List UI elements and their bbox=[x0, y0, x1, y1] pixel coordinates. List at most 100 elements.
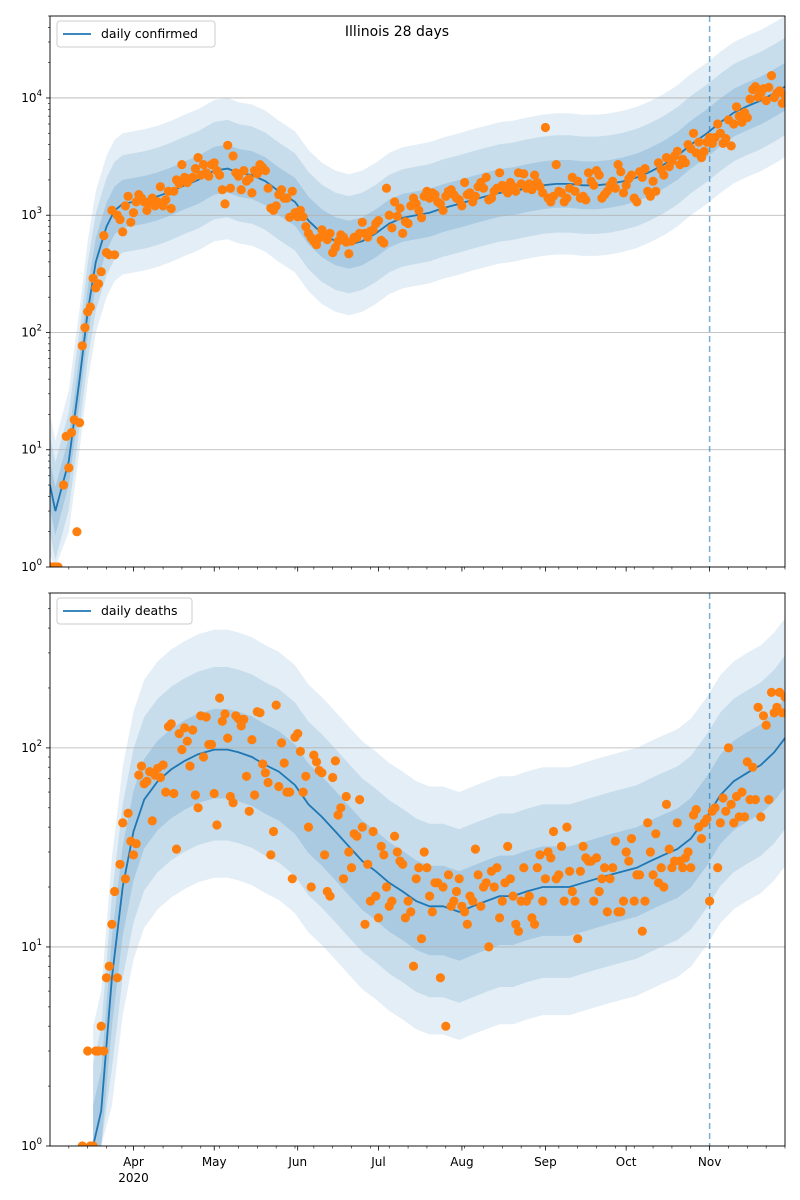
legend-box bbox=[56, 597, 193, 625]
data-point bbox=[713, 863, 723, 873]
data-point bbox=[731, 102, 742, 112]
legend-label: daily confirmed bbox=[101, 26, 198, 41]
data-point bbox=[511, 919, 521, 929]
data-point bbox=[392, 847, 402, 857]
data-point bbox=[171, 844, 182, 854]
data-point bbox=[640, 896, 650, 906]
data-point bbox=[136, 761, 147, 771]
data-point bbox=[691, 805, 701, 815]
data-point bbox=[643, 818, 653, 828]
data-point bbox=[723, 743, 734, 753]
data-point bbox=[225, 183, 235, 193]
data-point bbox=[177, 160, 187, 170]
data-point bbox=[637, 926, 647, 936]
data-point bbox=[600, 863, 610, 873]
data-point bbox=[325, 228, 335, 238]
data-point bbox=[551, 160, 561, 170]
data-point bbox=[594, 170, 604, 180]
data-point bbox=[618, 896, 629, 906]
data-point bbox=[777, 98, 785, 108]
data-point bbox=[742, 113, 752, 123]
legend-box bbox=[56, 20, 216, 48]
data-point bbox=[530, 170, 540, 180]
data-point bbox=[591, 853, 602, 863]
data-point bbox=[468, 896, 478, 906]
data-point bbox=[726, 799, 736, 810]
data-point bbox=[605, 874, 615, 884]
data-point bbox=[287, 186, 297, 196]
data-point bbox=[581, 195, 591, 205]
data-point bbox=[101, 973, 112, 983]
data-point bbox=[161, 787, 171, 797]
data-point bbox=[777, 708, 785, 718]
data-point bbox=[279, 758, 289, 768]
data-point bbox=[565, 866, 575, 876]
data-point bbox=[680, 158, 691, 168]
data-point bbox=[651, 186, 661, 196]
data-point bbox=[344, 847, 354, 857]
data-point bbox=[495, 913, 505, 923]
data-point bbox=[556, 841, 567, 852]
uncertainty-band-2 bbox=[93, 655, 785, 1146]
data-point bbox=[180, 723, 190, 733]
data-point bbox=[780, 90, 785, 101]
data-point bbox=[664, 844, 674, 854]
data-point bbox=[419, 847, 429, 857]
data-point bbox=[699, 146, 709, 156]
data-point bbox=[575, 866, 586, 876]
data-point bbox=[328, 772, 338, 783]
data-point bbox=[538, 896, 548, 906]
y-tick-label: 102 bbox=[21, 739, 42, 755]
data-point bbox=[626, 834, 637, 844]
data-point bbox=[115, 214, 125, 225]
data-point bbox=[376, 841, 386, 852]
data-point bbox=[344, 249, 354, 259]
data-point bbox=[414, 863, 424, 873]
data-point bbox=[414, 205, 424, 215]
data-point bbox=[635, 870, 645, 880]
data-point bbox=[295, 746, 305, 757]
data-point bbox=[96, 1021, 106, 1031]
data-point bbox=[333, 810, 343, 820]
data-point bbox=[602, 907, 612, 917]
data-point bbox=[573, 176, 583, 186]
data-point bbox=[729, 818, 739, 828]
data-point bbox=[188, 172, 198, 182]
data-point bbox=[578, 841, 588, 852]
data-point bbox=[408, 961, 419, 971]
data-point bbox=[715, 818, 726, 828]
data-point bbox=[737, 787, 747, 797]
data-point bbox=[169, 788, 179, 799]
data-point bbox=[306, 882, 316, 892]
data-point bbox=[696, 834, 707, 844]
data-point bbox=[519, 863, 529, 873]
data-point bbox=[683, 847, 693, 857]
data-point bbox=[656, 863, 666, 873]
data-point bbox=[363, 859, 373, 869]
y-tick-label: 104 bbox=[21, 89, 42, 105]
data-point bbox=[713, 119, 723, 129]
data-point bbox=[659, 170, 669, 180]
data-point bbox=[766, 687, 777, 698]
x-tick-label: Nov bbox=[698, 1155, 721, 1169]
data-point bbox=[513, 926, 524, 936]
data-point bbox=[169, 186, 179, 196]
data-point bbox=[301, 771, 311, 781]
data-point bbox=[519, 169, 529, 179]
data-point bbox=[764, 795, 774, 805]
data-point bbox=[250, 790, 260, 800]
confirmed-panel: 100 101 102 103 104 Illinois 28 days daily con… bbox=[21, 15, 786, 574]
data-point bbox=[624, 856, 634, 866]
x-tick-label: Jun bbox=[287, 1155, 307, 1169]
data-point bbox=[204, 171, 214, 181]
data-point bbox=[198, 752, 209, 762]
data-point bbox=[758, 711, 769, 721]
data-point bbox=[266, 850, 276, 860]
data-point bbox=[338, 874, 349, 884]
axes-frame bbox=[49, 592, 786, 1147]
deaths-panel: 100 101 102 Apr May Jun Jul Aug Sep Oct Nov 2020 dai… bbox=[21, 592, 786, 1185]
data-point bbox=[66, 428, 77, 438]
data-point bbox=[190, 790, 200, 800]
data-point bbox=[430, 190, 440, 200]
data-point bbox=[710, 803, 720, 813]
